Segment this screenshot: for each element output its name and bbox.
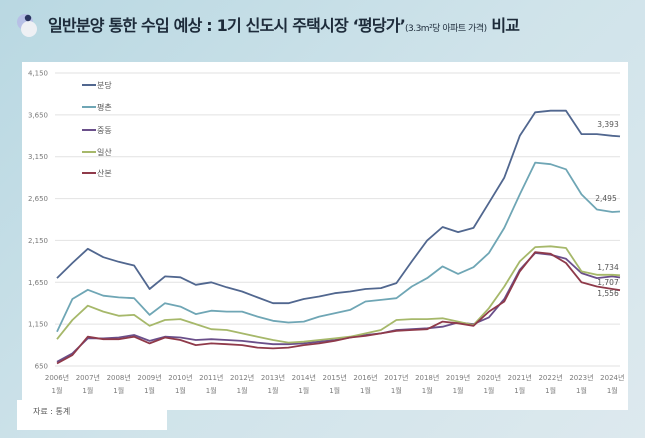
x-tick-year: 2020년 (477, 373, 501, 382)
x-tick-year: 2024년 (600, 373, 624, 382)
x-tick-year: 2010년 (168, 373, 192, 382)
x-tick-year: 2022년 (538, 373, 562, 382)
x-tick-year: 2013년 (261, 373, 285, 382)
end-value-label: 3,393 (597, 120, 619, 129)
series-line-분당 (56, 109, 621, 305)
source-note: 자료 : 통계 (17, 400, 167, 430)
x-tick-year: 2015년 (323, 373, 347, 382)
x-tick-year: 2021년 (508, 373, 532, 382)
x-tick-year: 2019년 (446, 373, 470, 382)
legend-label: 일산 (97, 147, 112, 157)
x-tick-month: 1월 (175, 386, 186, 395)
legend-label: 분당 (97, 80, 112, 90)
x-tick-month: 1월 (52, 386, 63, 395)
y-tick-label: 3,150 (28, 153, 48, 161)
legend-label: 중동 (97, 126, 112, 135)
title-tail: 비교 (486, 16, 520, 35)
legend-label: 평촌 (97, 102, 112, 112)
x-tick-year: 2012년 (230, 373, 254, 382)
chart-panel (22, 62, 628, 410)
series-line-산본 (56, 251, 621, 365)
legend-label: 산본 (97, 168, 112, 178)
x-tick-month: 1월 (514, 386, 525, 395)
x-tick-month: 1월 (453, 386, 464, 395)
x-tick-month: 1월 (391, 386, 402, 395)
x-tick-month: 1월 (422, 386, 433, 395)
y-tick-label: 650 (35, 363, 48, 371)
page-title: 일반분양 통한 수입 예상 : 1기 신도시 주택시장 ‘평당가’(3.3m²당… (48, 12, 520, 36)
x-tick-year: 2018년 (415, 373, 439, 382)
x-tick-month: 1월 (113, 386, 124, 395)
x-tick-month: 1월 (483, 386, 494, 395)
x-tick-year: 2014년 (292, 373, 316, 382)
y-tick-label: 1,650 (28, 279, 48, 287)
x-tick-month: 1월 (267, 386, 278, 395)
x-tick-year: 2007년 (76, 373, 100, 382)
y-tick-label: 3,650 (28, 111, 48, 119)
title-main: 일반분양 통한 수입 예상 : 1기 신도시 주택시장 ‘평당가’ (48, 16, 406, 35)
x-tick-month: 1월 (360, 386, 371, 395)
x-tick-year: 2017년 (384, 373, 408, 382)
end-value-label: 1,707 (597, 278, 619, 287)
title-unit: (3.3m²당 아파트 가격) (404, 24, 487, 34)
x-tick-month: 1월 (545, 386, 556, 395)
x-tick-month: 1월 (144, 386, 155, 395)
x-tick-month: 1월 (82, 386, 93, 395)
end-value-label: 1,734 (597, 263, 619, 272)
y-tick-label: 1,150 (28, 321, 48, 329)
x-tick-year: 2011년 (199, 373, 223, 382)
y-tick-label: 4,150 (28, 70, 48, 78)
x-tick-year: 2009년 (137, 373, 161, 382)
x-tick-year: 2006년 (45, 373, 69, 382)
y-tick-label: 2,150 (28, 237, 48, 245)
series-line-일산 (56, 245, 621, 344)
x-tick-month: 1월 (298, 386, 309, 395)
x-tick-month: 1월 (607, 386, 618, 395)
x-tick-year: 2008년 (107, 373, 131, 382)
end-value-label: 2,495 (595, 194, 617, 203)
x-tick-month: 1월 (206, 386, 217, 395)
title-bullet-icon (17, 14, 37, 37)
series-line-평촌 (56, 161, 621, 333)
x-tick-year: 2023년 (569, 373, 593, 382)
y-tick-label: 2,650 (28, 195, 48, 203)
x-tick-month: 1월 (329, 386, 340, 395)
x-tick-year: 2016년 (353, 373, 377, 382)
end-value-label: 1,556 (597, 289, 619, 298)
x-tick-month: 1월 (576, 386, 587, 395)
x-tick-month: 1월 (237, 386, 248, 395)
